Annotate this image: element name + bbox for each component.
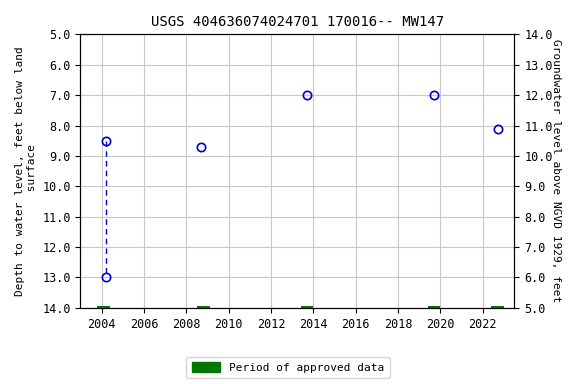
Y-axis label: Groundwater level above NGVD 1929, feet: Groundwater level above NGVD 1929, feet	[551, 40, 561, 303]
Title: USGS 404636074024701 170016-- MW147: USGS 404636074024701 170016-- MW147	[151, 15, 444, 29]
Y-axis label: Depth to water level, feet below land
 surface: Depth to water level, feet below land su…	[15, 46, 37, 296]
Legend: Period of approved data: Period of approved data	[187, 357, 389, 379]
